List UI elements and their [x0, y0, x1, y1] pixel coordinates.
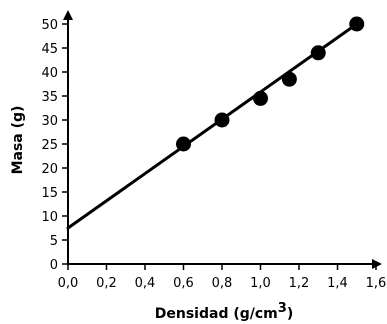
x-tick-label: 1,0 [250, 276, 271, 291]
x-tick-label: 0,0 [58, 276, 79, 291]
y-tick-label: 35 [41, 90, 58, 105]
x-tick-labels: 0,0 0,2 0,4 0,6 0,8 1,0 1,2 1,4 1,6 [58, 276, 387, 291]
x-tick-label: 0,4 [135, 276, 156, 291]
data-points [176, 16, 365, 152]
data-point [310, 45, 326, 61]
y-tick-label: 10 [41, 210, 58, 225]
data-point [349, 16, 365, 32]
x-axis-title: Densidad (g/cm3) [155, 301, 293, 322]
tick-marks [62, 23, 377, 270]
x-tick-label: 1,4 [327, 276, 348, 291]
y-tick-label: 50 [41, 18, 58, 33]
x-tick-label: 0,2 [96, 276, 117, 291]
data-point [176, 136, 191, 152]
x-axis-arrow-icon [372, 259, 382, 269]
axes [63, 10, 382, 269]
y-tick-labels: 0 5 10 15 20 25 30 35 40 45 50 [41, 18, 58, 273]
y-axis-arrow-icon [63, 10, 73, 20]
y-tick-label: 0 [50, 258, 58, 273]
trendline-layer [66, 22, 359, 230]
x-tick-label: 1,2 [289, 276, 310, 291]
y-tick-label: 40 [41, 66, 58, 81]
y-tick-label: 20 [41, 162, 58, 177]
y-tick-label: 30 [41, 114, 58, 129]
y-tick-label: 15 [41, 186, 58, 201]
trendline [66, 22, 359, 230]
y-tick-label: 45 [41, 42, 58, 57]
data-point [253, 90, 268, 106]
y-tick-label: 25 [41, 138, 58, 153]
y-axis-title: Masa (g) [10, 106, 26, 175]
x-tick-label: 0,8 [212, 276, 233, 291]
x-tick-label: 0,6 [173, 276, 194, 291]
data-point [281, 71, 297, 87]
data-point [214, 112, 230, 128]
x-tick-label: 1,6 [366, 276, 387, 291]
y-tick-label: 5 [50, 234, 58, 249]
